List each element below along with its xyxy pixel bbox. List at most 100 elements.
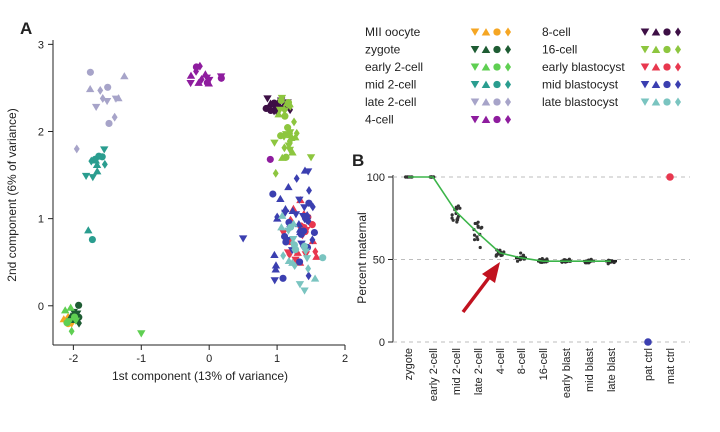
scatter-point	[84, 226, 93, 234]
y-tick-label: 0	[38, 301, 44, 313]
scatter-point	[238, 235, 248, 243]
scatter-point	[100, 146, 109, 154]
legend-marker	[470, 63, 480, 71]
scatter-point	[300, 242, 309, 250]
legend-marker	[663, 98, 671, 106]
panel-label-a: A	[20, 19, 32, 38]
scatter-point	[91, 103, 101, 112]
scatter-point	[293, 174, 300, 183]
scatter-point	[287, 133, 296, 142]
sample-dot	[404, 175, 408, 179]
scatter-point	[70, 313, 79, 321]
legend-marker	[470, 81, 480, 89]
legend-marker	[640, 98, 650, 106]
legend-marker	[651, 45, 661, 53]
scatter-point	[269, 190, 277, 198]
scatter-point	[186, 71, 196, 79]
legend-label: 8-cell	[542, 25, 571, 39]
scatter-point	[310, 228, 318, 237]
scatter-point	[186, 80, 195, 88]
sample-dot	[472, 233, 477, 237]
scatter-y-label: 2nd component (6% of variance)	[5, 108, 19, 281]
legend-label: 4-cell	[365, 113, 394, 127]
legend-marker	[504, 62, 512, 72]
scatter-point	[278, 211, 287, 219]
scatter-point	[194, 78, 203, 86]
legend-marker	[640, 28, 650, 36]
legend-marker	[504, 79, 512, 90]
scatter-point	[266, 155, 274, 163]
sample-dot	[450, 216, 454, 220]
x-tick-label: 0	[206, 353, 212, 365]
category-label: 8-cell	[516, 348, 528, 374]
legend-label: early 2-cell	[365, 60, 423, 74]
legend-marker	[651, 28, 661, 36]
scatter-point	[303, 168, 313, 176]
scatter-point	[99, 94, 106, 103]
sample-dot	[473, 221, 477, 226]
scatter-point	[301, 248, 310, 256]
category-label: mid 2-cell	[451, 348, 463, 395]
scatter-point	[284, 256, 294, 265]
pat-ctrl-point	[644, 338, 652, 346]
scatter-point	[302, 255, 312, 263]
maternal-y-label: Percent maternal	[355, 212, 369, 303]
sample-dot	[478, 245, 482, 250]
b-y-tick-label: 50	[373, 255, 385, 267]
scatter-point	[272, 168, 279, 178]
legend-marker	[504, 27, 512, 37]
x-tick-label: -2	[68, 353, 78, 365]
scatter-point	[73, 144, 80, 154]
category-label: late blast	[606, 348, 618, 392]
scatter-point	[270, 139, 279, 147]
scatter-point	[281, 209, 290, 217]
legend-marker	[481, 28, 491, 36]
legend-marker	[493, 98, 501, 106]
scatter-point	[266, 99, 275, 107]
legend-label: MII oocyte	[365, 25, 421, 39]
scatter-point	[296, 258, 304, 266]
legend-label: mid 2-cell	[365, 78, 416, 92]
category-label: 4-cell	[495, 348, 507, 374]
legend-label: late 2-cell	[365, 95, 416, 109]
scatter-point	[300, 287, 309, 295]
scatter-point	[291, 211, 301, 219]
scatter-point	[289, 219, 298, 227]
legend-marker	[504, 44, 512, 55]
scatter-point	[279, 274, 287, 282]
scatter-point	[137, 330, 146, 338]
scatter-point	[193, 66, 200, 76]
scatter-point	[280, 107, 289, 115]
scatter-point	[287, 101, 294, 111]
scatter-point	[288, 148, 297, 156]
legend-marker	[481, 63, 491, 71]
scatter-point	[282, 153, 290, 161]
y-tick-label: 2	[38, 127, 44, 139]
scatter-point	[305, 199, 313, 207]
legend-marker	[651, 63, 661, 71]
legend-label: mid blastocyst	[542, 78, 619, 92]
sample-dot	[606, 262, 610, 266]
legend-marker	[640, 81, 650, 89]
scatter-point	[85, 84, 95, 93]
legend-marker	[640, 63, 650, 71]
scatter-point	[97, 85, 104, 95]
scatter-point	[271, 261, 281, 269]
legend-marker	[674, 44, 682, 55]
b-y-tick-label: 0	[379, 337, 385, 349]
scatter-point	[293, 128, 300, 138]
scatter-point	[281, 112, 289, 120]
sample-dot	[456, 216, 460, 220]
legend-marker	[493, 45, 501, 54]
scatter-point	[284, 182, 293, 191]
category-label: mid blast	[584, 348, 596, 392]
scatter-point	[111, 112, 118, 122]
scatter-point	[281, 143, 288, 153]
legend-marker	[640, 46, 650, 54]
legend-marker	[674, 79, 682, 90]
scatter-point	[277, 223, 286, 231]
scatter-point	[280, 251, 287, 261]
x-tick-label: 2	[342, 353, 348, 365]
y-tick-label: 3	[38, 39, 44, 51]
